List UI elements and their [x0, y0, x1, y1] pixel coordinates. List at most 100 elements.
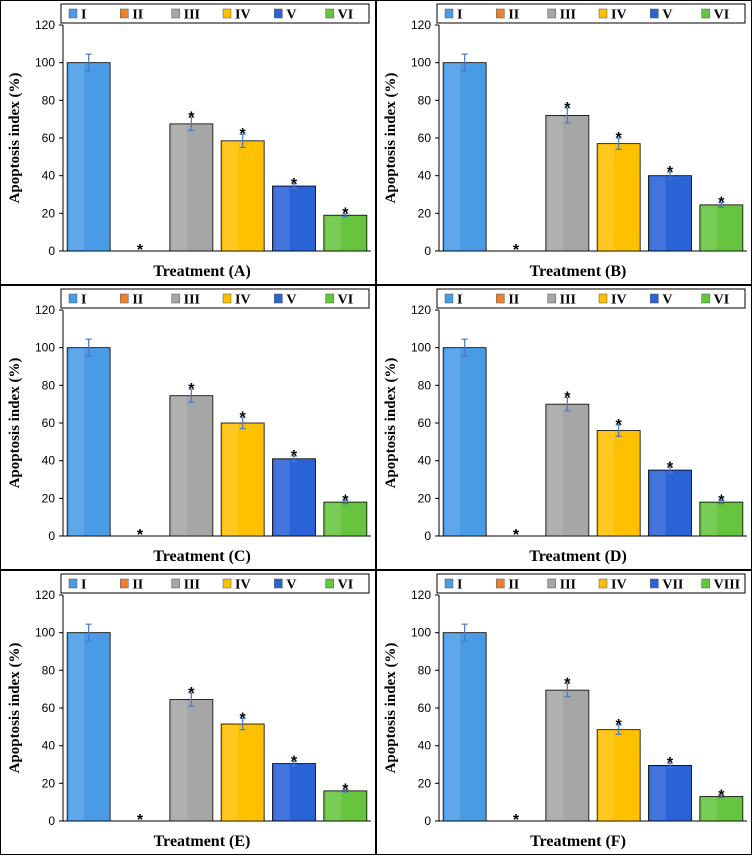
bar-iii [545, 403, 590, 537]
significance-star: * [513, 527, 520, 544]
y-tick-label: 60 [418, 131, 432, 145]
panel-f: 0 20 40 60 80 100 120 * * * * * I II III IV VII VIII Apopt… [376, 570, 752, 855]
legend-swatch-vi [701, 293, 710, 304]
legend: I II III IV VII VIII [436, 573, 746, 594]
significance-star: * [188, 685, 195, 702]
y-tick-label: 120 [411, 18, 431, 32]
significance-star: * [137, 812, 144, 829]
legend-swatch-vi [701, 8, 710, 19]
legend-label-ii: II [508, 578, 519, 593]
y-tick-label: 0 [48, 529, 55, 543]
legend-label-ii: II [132, 578, 143, 593]
significance-star: * [616, 130, 623, 147]
bar-v [648, 469, 692, 537]
legend: I II III IV V VI [60, 3, 370, 24]
error-bar [342, 499, 349, 505]
legend-swatch-v [274, 578, 283, 589]
error-bar [85, 623, 92, 642]
legend-label-i: I [457, 293, 462, 308]
error-bar [239, 717, 246, 731]
legend-swatch-i [444, 8, 454, 19]
error-bar [461, 338, 468, 357]
legend-label-vi: VI [714, 293, 730, 308]
panel-b: 0 20 40 60 80 100 120 * * * * * I II III IV V VI Apoptosis… [376, 0, 752, 285]
bar-vi [699, 204, 744, 252]
bar-v [272, 763, 316, 822]
y-tick-label: 100 [35, 56, 55, 70]
significance-star: * [718, 195, 725, 212]
y-tick-label: 0 [424, 244, 431, 258]
legend-swatch-ii [496, 293, 505, 304]
legend: I II III IV V VI [436, 3, 746, 24]
y-tick-label: 60 [42, 416, 56, 430]
error-bar [718, 499, 725, 505]
legend-swatch-iv [222, 293, 232, 304]
bar-iv [596, 143, 641, 252]
bar-v [272, 458, 316, 537]
significance-star: * [513, 242, 520, 259]
significance-star: * [291, 448, 298, 465]
legend-swatch-iii [547, 578, 556, 589]
legend-swatch-ii [496, 578, 505, 589]
legend-swatch-iii [171, 578, 180, 589]
bar-highlight [547, 691, 563, 820]
significance-star: * [342, 493, 349, 510]
significance-star: * [616, 417, 623, 434]
error-bar [461, 623, 468, 642]
legend-swatch-iv [222, 8, 232, 19]
legend-label-ii: II [132, 8, 143, 23]
y-tick-label: 40 [418, 454, 432, 468]
legend-swatch-iii [171, 8, 180, 19]
y-tick-label: 20 [418, 206, 432, 220]
bar-iii [169, 699, 214, 822]
error-bar [291, 183, 297, 189]
bar-highlight [325, 791, 341, 820]
error-bar [188, 116, 195, 132]
y-tick-label: 80 [42, 378, 56, 392]
bar-highlight [223, 725, 239, 820]
bar-highlight [599, 144, 615, 250]
bar-highlight [547, 116, 563, 251]
significance-star: * [240, 126, 247, 143]
significance-star: * [240, 710, 247, 727]
bar-highlight [701, 797, 717, 820]
y-tick-label: 120 [411, 303, 431, 317]
significance-star: * [291, 176, 298, 193]
legend-swatch-vii [650, 578, 659, 589]
y-tick-label: 80 [418, 663, 432, 677]
error-bar [342, 213, 349, 218]
significance-star: * [513, 812, 520, 829]
bar-highlight [325, 503, 341, 535]
significance-star: * [188, 109, 195, 126]
y-tick-label: 40 [418, 739, 432, 753]
bar-i [66, 62, 111, 252]
legend-label-i: I [457, 8, 462, 23]
error-bar [291, 760, 297, 767]
y-tick-label: 60 [42, 701, 56, 715]
bar-highlight [650, 766, 666, 820]
bar-highlight [325, 216, 341, 250]
error-bar [85, 53, 92, 72]
bar-highlight [223, 141, 239, 250]
legend-swatch-iv [598, 293, 608, 304]
legend-swatch-i [68, 578, 78, 589]
y-tick-label: 120 [411, 588, 431, 602]
legend-swatch-ii [120, 293, 129, 304]
y-tick-label: 40 [42, 454, 56, 468]
y-tick-label: 60 [418, 416, 432, 430]
legend-label-vi: VI [338, 293, 354, 308]
legend-swatch-i [68, 8, 78, 19]
error-bar [239, 133, 246, 149]
legend-swatch-ii [120, 8, 129, 19]
x-axis-label: Treatment (A) [153, 263, 251, 280]
error-bar [564, 396, 571, 412]
error-bar [342, 789, 349, 793]
y-tick-label: 20 [42, 206, 56, 220]
legend-label-iii: III [184, 578, 200, 593]
legend-label-iv: IV [235, 293, 251, 308]
bar-vii [648, 765, 692, 822]
panel-c: 0 20 40 60 80 100 120 * * * * * I II III IV V VI Apoptosis… [0, 285, 376, 570]
significance-star: * [667, 755, 674, 772]
error-bar [239, 416, 246, 430]
